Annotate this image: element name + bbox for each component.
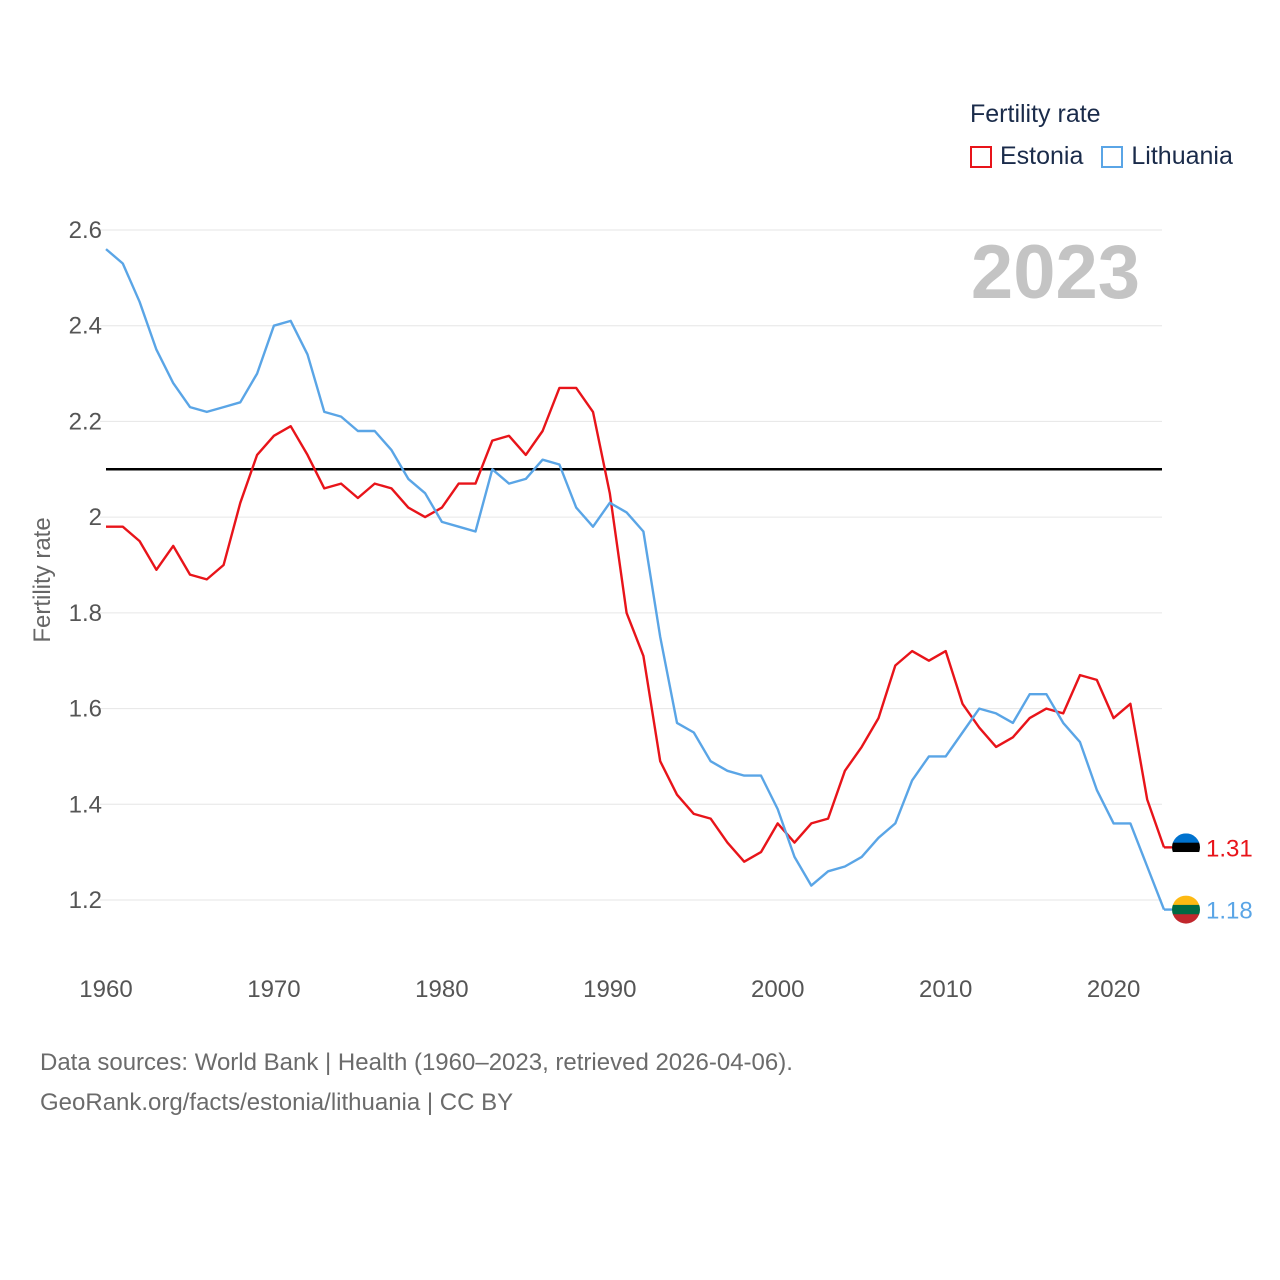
y-axis-label: Fertility rate xyxy=(29,517,56,642)
flag-stripe xyxy=(1172,914,1200,924)
y-tick-label: 1.2 xyxy=(69,887,102,914)
series-line-estonia xyxy=(106,386,1166,863)
legend-swatch-estonia xyxy=(970,145,992,168)
legend-item-lithuania[interactable]: Lithuania xyxy=(1101,142,1233,171)
flag-stripe xyxy=(1172,852,1200,862)
flag-stripe xyxy=(1172,895,1200,906)
x-tick-label: 2000 xyxy=(751,976,804,1003)
legend-swatch-lithuania xyxy=(1101,145,1124,168)
legend: Estonia Lithuania xyxy=(970,142,1251,171)
flag-lithuania-icon xyxy=(1172,895,1200,924)
end-value-label-estonia: 1.31 xyxy=(1206,835,1253,862)
legend-title: Fertility rate xyxy=(970,100,1101,128)
y-tick-labels: 1.2 1.4 1.6 1.8 2 2.2 2.4 2.6 xyxy=(69,217,102,914)
grid-lines xyxy=(100,229,1162,901)
y-tick-label: 2.4 xyxy=(69,313,102,340)
series-line-lithuania xyxy=(105,248,1166,911)
end-value-label-lithuania: 1.18 xyxy=(1206,898,1253,925)
legend-label-estonia: Estonia xyxy=(1000,142,1084,170)
y-tick-label: 2.6 xyxy=(69,217,102,244)
x-tick-label: 1990 xyxy=(583,976,636,1003)
y-tick-label: 1.4 xyxy=(69,791,102,818)
x-tick-labels: 1960 1970 1980 1990 2000 2010 2020 xyxy=(79,976,1140,1003)
x-tick-label: 1960 xyxy=(79,976,132,1003)
footer-sources: Data sources: World Bank | Health (1960–… xyxy=(40,1049,793,1076)
footer-link[interactable]: GeoRank.org/facts/estonia/lithuania | CC… xyxy=(40,1089,514,1116)
flag-stripe xyxy=(1172,833,1200,844)
x-tick-label: 2010 xyxy=(919,976,972,1003)
x-tick-label: 1970 xyxy=(247,976,300,1003)
line-chart: 1.2 1.4 1.6 1.8 2 2.2 2.4 2.6 1960 1970 1980 1990 2… xyxy=(29,217,1253,1003)
x-tick-label: 1980 xyxy=(415,976,468,1003)
y-tick-label: 1.8 xyxy=(69,600,102,627)
legend-label-lithuania: Lithuania xyxy=(1131,142,1233,170)
flag-stripe xyxy=(1172,904,1200,915)
x-tick-label: 2020 xyxy=(1087,976,1140,1003)
y-tick-label: 2.2 xyxy=(69,408,102,435)
y-tick-label: 1.6 xyxy=(69,696,102,723)
year-label: 2023 xyxy=(971,230,1140,315)
end-markers: 1.31 1.18 xyxy=(1164,833,1253,925)
series-lines xyxy=(105,248,1166,911)
legend-item-estonia[interactable]: Estonia xyxy=(970,142,1083,171)
footer: Data sources: World Bank | Health (1960–… xyxy=(40,1043,793,1123)
flag-estonia-icon xyxy=(1172,833,1200,862)
y-tick-label: 2 xyxy=(89,504,102,531)
flag-stripe xyxy=(1172,842,1200,853)
